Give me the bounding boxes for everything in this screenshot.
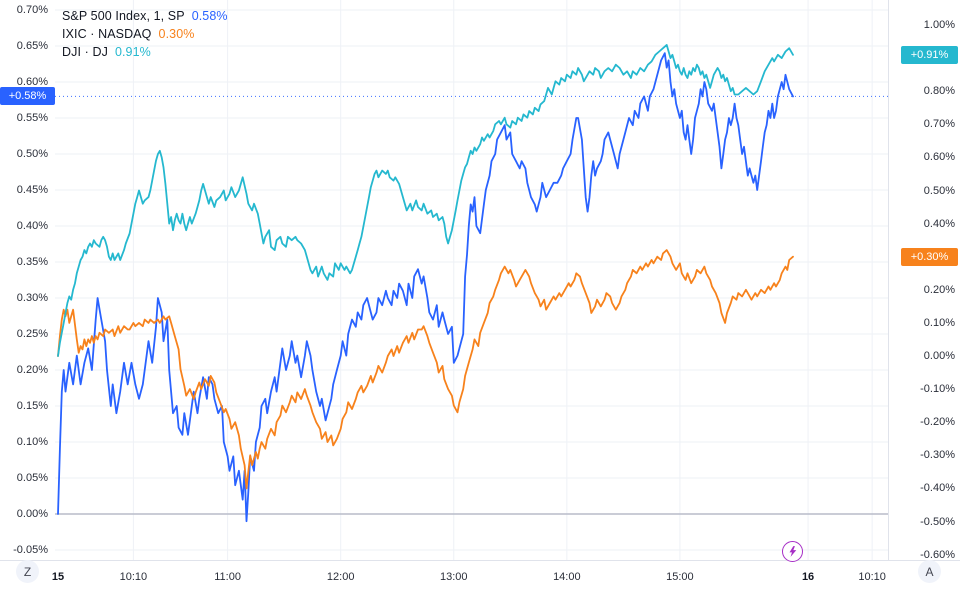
left-axis-tick: 0.35%	[16, 256, 48, 268]
right-axis-tick: -0.10%	[920, 383, 955, 396]
right-axis-tick: 0.50%	[923, 184, 955, 197]
left-axis-tick: 0.50%	[16, 148, 48, 160]
time-axis-tick: 15:00	[666, 571, 694, 583]
right-axis-tick: -0.40%	[920, 482, 955, 495]
series-line-dji	[57, 44, 794, 357]
left-axis-tick: 0.65%	[16, 40, 48, 52]
time-axis-tick: 16	[801, 571, 815, 583]
legend-change-value: 0.30%	[158, 27, 195, 41]
left-axis-tick: -0.05%	[13, 544, 48, 556]
left-axis-tick: 0.30%	[16, 292, 48, 304]
right-axis-tick: 0.20%	[923, 283, 955, 296]
left-axis-tick: 0.60%	[16, 76, 48, 88]
left-axis-tick: 0.10%	[16, 436, 48, 448]
time-axis-tick: 13:00	[440, 571, 468, 583]
right-axis-tick: 0.10%	[923, 316, 955, 329]
right-axis-tick: -0.60%	[920, 548, 955, 561]
series-line-nasdaq	[57, 249, 794, 490]
right-axis-tick: 0.00%	[923, 350, 955, 362]
legend-change-value: 0.58%	[191, 9, 228, 23]
left-axis-tick: 0.45%	[16, 184, 48, 196]
right-axis-tick: 0.80%	[923, 85, 955, 98]
left-axis-tick: 0.70%	[16, 4, 48, 16]
left-axis-tick: 0.25%	[16, 328, 48, 340]
series-line-sp500	[57, 52, 794, 523]
left-axis-tick: 0.55%	[16, 112, 48, 124]
time-axis-tick: 11:00	[214, 571, 241, 583]
right-axis-tick: 0.60%	[923, 151, 955, 164]
legend-item-sp500[interactable]: S&P 500 Index, 1, SP 0.58%	[62, 7, 228, 25]
time-axis-tick: 14:00	[553, 571, 581, 583]
left-axis-tick: 0.00%	[16, 508, 48, 520]
legend-change-value: 0.91%	[114, 45, 151, 59]
lightning-icon	[790, 545, 797, 557]
right-axis-separator	[888, 0, 889, 560]
right-axis-tick: 0.40%	[923, 217, 955, 230]
price-badge-nasdaq: +0.30%	[901, 247, 958, 266]
time-axis-tick: 10:10	[119, 571, 148, 583]
legend-item-nasdaq[interactable]: IXIC · NASDAQ 0.30%	[62, 25, 228, 43]
legend-item-dji[interactable]: DJI · DJ 0.91%	[62, 43, 228, 61]
legend: S&P 500 Index, 1, SP 0.58% IXIC · NASDAQ…	[62, 7, 228, 61]
left-axis-tick: 0.15%	[16, 400, 48, 412]
left-axis-tick: 0.40%	[16, 220, 48, 232]
right-axis-tick: -0.20%	[920, 416, 955, 429]
price-badge-dji: +0.91%	[901, 45, 958, 64]
event-marker[interactable]	[782, 540, 804, 562]
time-axis-tick: 15	[51, 571, 65, 583]
autoscale-button[interactable]: A	[918, 560, 941, 583]
right-axis-tick: 1.00%	[923, 19, 955, 31]
right-axis-tick: 0.70%	[923, 118, 955, 131]
legend-label: S&P 500 Index, 1, SP	[62, 9, 185, 23]
left-axis-tick: 0.20%	[16, 364, 48, 376]
timezone-button[interactable]: Z	[16, 560, 39, 583]
legend-label: DJI · DJ	[62, 45, 108, 59]
price-badge-sp500: +0.58%	[0, 87, 55, 106]
left-axis-tick: 0.05%	[16, 472, 48, 484]
right-axis-tick: -0.50%	[920, 515, 955, 528]
legend-label: IXIC · NASDAQ	[62, 27, 152, 41]
time-axis-tick: 10:10	[858, 571, 886, 583]
right-axis-tick: -0.30%	[920, 449, 955, 462]
time-axis-tick: 12:00	[326, 571, 355, 583]
time-axis-separator	[0, 560, 960, 561]
